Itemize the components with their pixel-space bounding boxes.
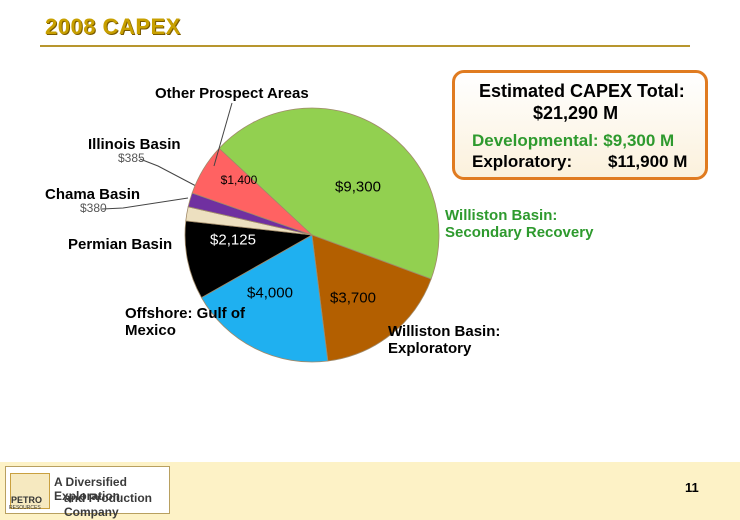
summary-label: Estimated CAPEX Total:	[479, 81, 685, 101]
logo-box: PETRO RESOURCES A Diversified Exploratio…	[5, 466, 170, 519]
value-label: $1,400	[220, 173, 258, 187]
value-label: $4,000	[247, 284, 293, 302]
logo-text: PETRO	[11, 495, 43, 505]
summary-total: $21,290 M	[533, 103, 619, 123]
summary-box: Estimated CAPEX Total: $21,290 M Develop…	[452, 70, 708, 180]
summary-exploratory-label: Exploratory:	[472, 152, 573, 171]
category-label: Other Prospect Areas	[155, 85, 309, 102]
pie-slice	[218, 107, 440, 280]
slide-title: 2008 CAPEX	[45, 14, 181, 39]
category-label: Permian Basin	[68, 236, 173, 253]
tagline: A Diversified Exploration	[54, 475, 127, 503]
tagline: and Production Company	[64, 491, 152, 519]
category-label: Offshore: Gulf of Mexico	[125, 305, 245, 339]
logo-subtext: RESOURCES	[9, 505, 41, 511]
pie-slice	[200, 234, 329, 363]
value-label: $385	[118, 151, 145, 165]
pie-slice	[184, 220, 314, 299]
value-label: $9,300	[335, 178, 381, 196]
leader-line	[101, 197, 189, 210]
summary-developmental: Developmental: $9,300 M	[472, 131, 675, 150]
logo-icon	[10, 473, 50, 509]
category-label: Williston Basin: Secondary Recovery	[445, 207, 594, 241]
value-label: $380	[80, 201, 107, 215]
category-label: Chama Basin	[45, 186, 141, 203]
value-label: $2,125	[210, 231, 256, 249]
category-label: Illinois Basin	[88, 136, 181, 153]
category-label: Williston Basin: Exploratory	[388, 323, 501, 357]
pie-slice	[311, 234, 432, 362]
page-number: 11	[685, 480, 699, 495]
value-label: $3,700	[330, 289, 376, 307]
leader-line	[139, 158, 197, 187]
summary-exploratory-value: $11,900 M	[608, 152, 688, 171]
leader-line	[213, 102, 233, 167]
